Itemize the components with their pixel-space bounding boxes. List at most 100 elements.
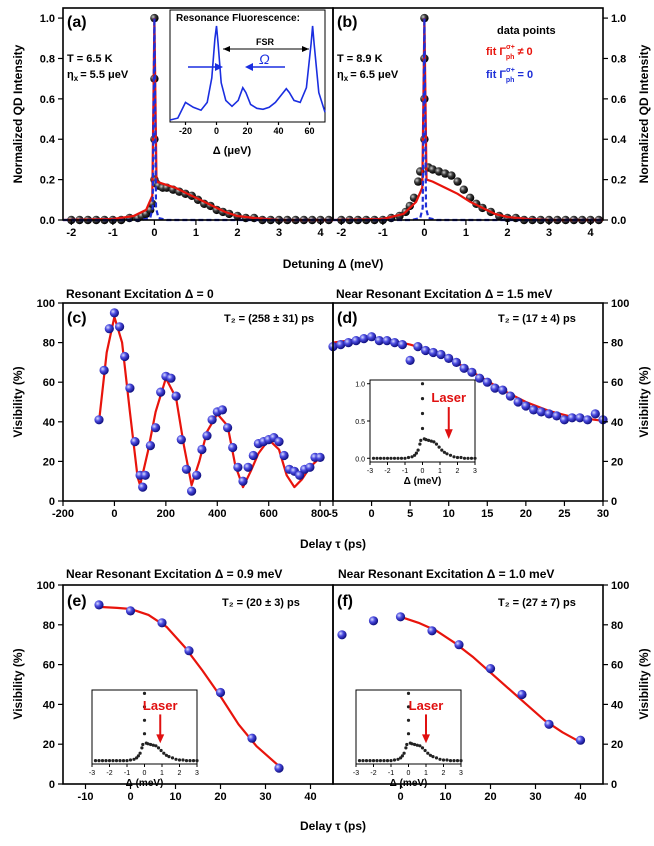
inset-e-data-point xyxy=(104,759,108,763)
panel-c-data-point xyxy=(295,470,305,480)
legend-fit-off: fit Γσ+ ph = 0 xyxy=(486,67,533,84)
panel-c-x-tick-label: -200 xyxy=(52,508,74,520)
inset-f-data-point xyxy=(402,751,406,755)
inset-f-data-point xyxy=(406,732,411,736)
panel-d-data-point xyxy=(505,391,515,401)
inset-e-data-point xyxy=(156,746,161,750)
panel-f-x-tick-label: 40 xyxy=(574,791,586,803)
panel-b-y-tick-label: 0.8 xyxy=(611,53,626,65)
panel-a-x-tick-label: -1 xyxy=(108,227,118,239)
inset-e-data-point xyxy=(162,751,166,755)
inset-e-data-point xyxy=(136,754,140,758)
panel-f-y-tick-label: 0 xyxy=(611,779,617,791)
inset-e-x-tick-label: -2 xyxy=(106,770,112,777)
panel-c-data-point xyxy=(228,442,238,453)
panel-e-x-tick-label: 20 xyxy=(214,791,226,803)
panel-d-data-point xyxy=(559,415,570,425)
inset-d-data-point xyxy=(375,456,379,460)
inset-rf-x-tick-label: 40 xyxy=(273,126,283,136)
panel-c-y-tick-label: 100 xyxy=(37,298,55,310)
inset-d-data-point xyxy=(469,456,474,460)
panel-d-y-tick-label: 20 xyxy=(611,456,623,468)
panel-d-data-point xyxy=(544,409,554,419)
inset-f-data-point xyxy=(396,757,400,761)
inset-e-x-tick-label: 3 xyxy=(195,770,199,777)
inset-d-data-point xyxy=(437,445,441,449)
panel-d-data-point xyxy=(583,415,593,425)
inset-f-data-point xyxy=(406,691,411,696)
inset-e-data-point xyxy=(159,748,163,753)
panel-c-x-tick-label: 0 xyxy=(111,508,117,520)
inset-e-data-point xyxy=(140,746,144,750)
panel-f-x-tick-label: 10 xyxy=(439,791,451,803)
panel-c-data-point xyxy=(138,482,148,492)
inset-f-x-tick-label: -1 xyxy=(388,770,394,777)
inset-e-data-point xyxy=(164,753,168,757)
panel-c-data-point xyxy=(192,470,202,480)
inset-d-data-point xyxy=(448,453,453,457)
panel-b-x-tick-label: 4 xyxy=(587,227,594,239)
panel-d-y-tick-label: 0 xyxy=(611,496,617,508)
inset-d-x-tick-label: 2 xyxy=(456,468,460,475)
panel-c-data-point xyxy=(99,365,109,375)
panel-e-title: Near Resonant Excitation Δ = 0.9 meV xyxy=(66,567,282,581)
inset-f-data-point xyxy=(423,748,427,753)
inset-e-data-point xyxy=(107,759,112,763)
panel-d-data-point xyxy=(444,353,454,363)
inset-e-data-point xyxy=(195,759,199,763)
panel-e-y-tick-label: 100 xyxy=(37,580,55,592)
panel-a-x-tick-label: 2 xyxy=(234,227,240,239)
panel-b-y-tick-label: 0.4 xyxy=(611,134,627,146)
inset-f-data-point xyxy=(420,746,425,750)
panel-e-letter: (e) xyxy=(67,593,87,610)
panel-a: -2 -1 0 1 2 3 4 0.0 0.2 0.4 0.6 0.8 1.0 (a) T = 6.5 … xyxy=(40,7,334,239)
panel-d-data-point xyxy=(421,345,431,356)
inset-f-data-point xyxy=(413,742,417,747)
panel-a-y-tick-label: 1.0 xyxy=(40,13,55,25)
panel-a-y-tick-label: 0.8 xyxy=(40,53,55,65)
panel-c-data-point xyxy=(145,441,155,451)
panel-c-data-point xyxy=(115,322,125,332)
panel-c-x-tick-label: 600 xyxy=(260,508,278,520)
panel-c-data-point xyxy=(202,431,212,441)
panel-b-y-tick-label: 0.2 xyxy=(611,175,626,187)
inset-f-x-tick-label: -3 xyxy=(353,770,359,777)
panel-e-y-tick-label: 80 xyxy=(43,620,55,632)
panel-d-letter: (d) xyxy=(337,310,357,327)
panel-c-data-point xyxy=(156,387,166,397)
inset-d-data-point xyxy=(440,448,444,452)
inset-d-data-point xyxy=(429,439,433,443)
panel-c-data-point xyxy=(243,462,253,472)
inset-d-data-point xyxy=(389,456,393,460)
panel-c-data-point xyxy=(104,324,114,334)
inset-f-data-point xyxy=(389,759,393,763)
panel-d-data-point xyxy=(351,336,361,346)
inset-d-data-point xyxy=(455,455,460,460)
panel-c-data-point xyxy=(151,423,161,433)
row2-xlabel: Delay τ (ps) xyxy=(300,537,366,551)
inset-e-data-point xyxy=(118,759,122,763)
panel-c-data-point xyxy=(305,462,315,472)
inset-f-data-point xyxy=(406,718,411,722)
panel-b-y-tick-label: 0.0 xyxy=(611,215,626,227)
inset-f-data-point xyxy=(434,756,439,760)
panel-d-x-tick-label: -5 xyxy=(328,508,338,520)
panel-f-data-point xyxy=(544,719,554,729)
panel-d-data-point xyxy=(513,397,523,407)
inset-f-data-point xyxy=(405,742,409,747)
fsr-arrow-left-head xyxy=(223,46,230,52)
inset-d-data-point xyxy=(416,448,420,452)
panel-d-x-tick-label: 25 xyxy=(558,508,570,520)
panel-e-data-point xyxy=(125,606,136,616)
panel-b-data-point xyxy=(414,177,423,186)
inset-d-data-point xyxy=(420,411,425,416)
inset-d-data-point xyxy=(420,426,425,431)
inset-d-data-point xyxy=(462,456,467,460)
panel-c-data-point xyxy=(223,423,233,433)
inset-f-data-point xyxy=(441,758,446,762)
panel-b-data-point xyxy=(447,171,456,180)
panel-b-letter: (b) xyxy=(337,14,357,31)
inset-rf-x-tick-label: 60 xyxy=(304,126,314,136)
